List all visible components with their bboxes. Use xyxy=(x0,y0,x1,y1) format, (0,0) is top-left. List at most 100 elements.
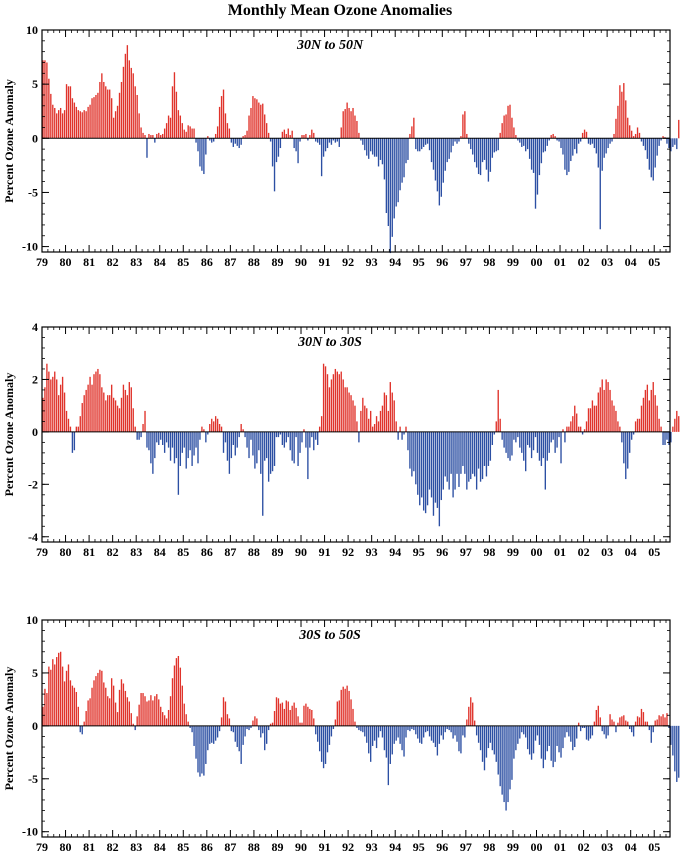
y-tick-label: 4 xyxy=(32,320,38,334)
anomaly-bar xyxy=(442,725,444,740)
x-tick-label: 00 xyxy=(530,840,542,854)
x-tick-label: 86 xyxy=(201,255,213,269)
anomaly-bar xyxy=(438,725,441,744)
anomaly-bar xyxy=(558,725,560,753)
anomaly-bar xyxy=(228,718,231,726)
anomaly-bar xyxy=(568,138,570,172)
anomaly-bar xyxy=(148,133,150,139)
x-tick-label: 90 xyxy=(295,545,307,559)
anomaly-bar xyxy=(564,431,566,443)
anomaly-bar xyxy=(660,426,662,432)
anomaly-bar xyxy=(636,127,639,139)
anomaly-bar xyxy=(238,138,240,149)
anomaly-bar xyxy=(207,725,209,751)
x-tick-label: 01 xyxy=(554,255,566,269)
anomaly-bar xyxy=(383,392,386,432)
anomaly-bar xyxy=(595,138,598,154)
anomaly-bar xyxy=(364,138,366,151)
anomaly-bar xyxy=(189,725,191,728)
anomaly-bar xyxy=(521,431,523,453)
anomaly-bar xyxy=(103,81,105,139)
anomaly-bar xyxy=(285,431,287,443)
anomaly-bar xyxy=(277,698,280,726)
anomaly-bar xyxy=(116,712,119,726)
anomaly-bar xyxy=(462,114,464,139)
anomaly-bar xyxy=(470,138,472,150)
anomaly-bar xyxy=(338,374,340,432)
anomaly-bar xyxy=(262,725,264,734)
anomaly-bar xyxy=(346,387,348,432)
anomaly-bar xyxy=(501,431,503,440)
anomaly-bar xyxy=(513,127,515,139)
anomaly-bar xyxy=(346,102,348,139)
anomaly-bar xyxy=(224,701,227,726)
anomaly-bar xyxy=(615,410,617,432)
anomaly-bar xyxy=(246,130,248,139)
anomaly-bar xyxy=(452,431,454,498)
anomaly-bar xyxy=(340,127,342,139)
anomaly-bar xyxy=(538,431,541,461)
anomaly-bar xyxy=(650,138,652,178)
anomaly-bar xyxy=(150,695,152,726)
x-tick-label: 97 xyxy=(460,840,472,854)
x-tick-label: 99 xyxy=(507,255,519,269)
anomaly-bar xyxy=(421,725,423,744)
anomaly-bar xyxy=(583,725,586,728)
anomaly-bar xyxy=(456,725,458,742)
anomaly-bar xyxy=(126,697,129,726)
anomaly-bar xyxy=(118,408,121,432)
anomaly-bar xyxy=(48,666,50,726)
anomaly-bar xyxy=(644,721,647,726)
anomaly-bar xyxy=(585,725,588,740)
anomaly-bar xyxy=(140,693,142,726)
anomaly-bar xyxy=(536,431,539,453)
anomaly-bar xyxy=(364,405,366,432)
anomaly-bar xyxy=(381,405,384,432)
anomaly-bar xyxy=(181,431,183,453)
anomaly-bar xyxy=(144,135,146,139)
anomaly-bar xyxy=(554,725,556,762)
anomaly-bar xyxy=(395,725,397,741)
anomaly-bar xyxy=(526,725,529,750)
anomaly-bar xyxy=(658,138,660,146)
anomaly-bar xyxy=(334,368,337,432)
anomaly-bar xyxy=(581,132,584,139)
anomaly-bar xyxy=(597,705,599,726)
anomaly-bar xyxy=(165,431,168,443)
anomaly-bar xyxy=(130,67,132,139)
anomaly-bar xyxy=(63,110,66,139)
anomaly-bar xyxy=(472,431,474,474)
x-tick-label: 92 xyxy=(342,840,354,854)
anomaly-bar xyxy=(525,138,527,152)
anomaly-bar xyxy=(324,725,327,764)
anomaly-bar xyxy=(552,725,554,768)
anomaly-bar xyxy=(552,133,554,139)
anomaly-bar xyxy=(352,107,354,139)
anomaly-bar xyxy=(112,685,115,726)
x-tick-label: 93 xyxy=(366,840,378,854)
anomaly-bar xyxy=(668,725,670,728)
anomaly-bar xyxy=(63,681,66,726)
anomaly-bar xyxy=(228,128,231,139)
anomaly-bar xyxy=(399,138,401,191)
anomaly-bar xyxy=(652,725,654,733)
anomaly-bar xyxy=(375,416,378,432)
anomaly-bar xyxy=(311,431,313,438)
anomaly-bar xyxy=(332,725,335,730)
anomaly-bar xyxy=(89,698,91,726)
anomaly-bar xyxy=(625,100,627,139)
anomaly-bar xyxy=(460,431,462,474)
anomaly-bar xyxy=(177,655,180,726)
anomaly-bar xyxy=(240,725,242,764)
anomaly-bar xyxy=(607,382,609,432)
anomaly-bar xyxy=(554,431,556,453)
x-tick-label: 89 xyxy=(271,545,283,559)
anomaly-bar xyxy=(521,725,523,733)
anomaly-bar xyxy=(299,722,301,726)
anomaly-bar xyxy=(481,431,484,480)
anomaly-bar xyxy=(132,73,134,139)
x-tick-label: 85 xyxy=(177,840,189,854)
anomaly-bar xyxy=(318,426,321,432)
